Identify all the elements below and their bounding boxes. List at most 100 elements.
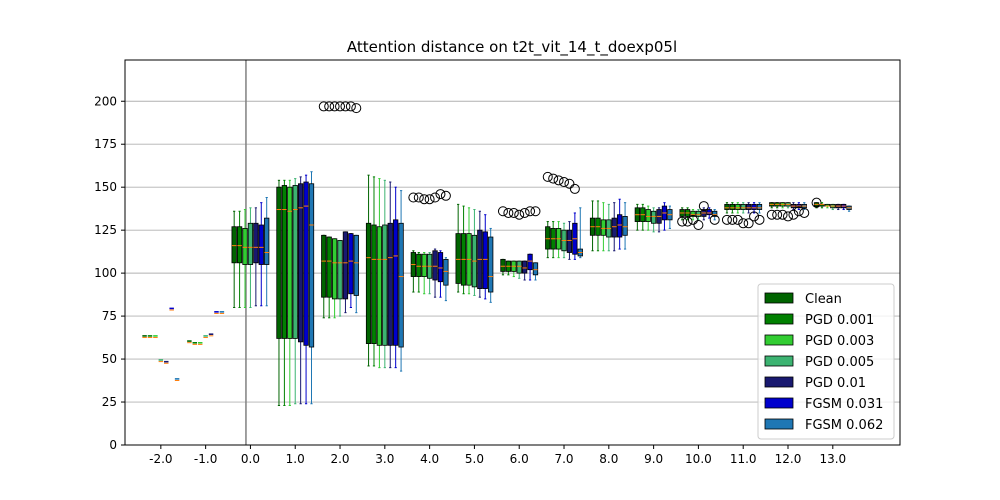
legend-swatch-1 <box>764 313 794 325</box>
box-layer-8-series-2 <box>600 219 607 236</box>
outlier-layer-10-series-3-0 <box>693 220 704 230</box>
layer-group--1 <box>187 311 225 345</box>
box-layer-11-series-5 <box>751 203 757 210</box>
box-layer-3-series-1 <box>371 224 377 344</box>
outlier-layer-11-series-3-0 <box>738 218 749 229</box>
box-layer-3-series-4 <box>387 222 393 346</box>
box-layer-8-series-4 <box>611 217 617 238</box>
outlier-layer-6-series-1-0 <box>503 207 514 218</box>
box-layer-4-series-6 <box>443 258 449 286</box>
outlier-layer-2-series-1-0 <box>324 101 335 112</box>
box-layer-5-series-0 <box>455 233 461 284</box>
y-tick-label-4: 100 <box>94 266 117 280</box>
legend-label-0: Clean <box>805 292 842 307</box>
layer-group-1 <box>276 171 315 406</box>
legend-label-5: FGSM 0.031 <box>805 397 883 412</box>
box-layer-1-series-3 <box>292 185 298 339</box>
x-tick-label-14: 12.0 <box>775 452 802 466</box>
layer-group-4 <box>408 189 451 302</box>
layer-group--2 <box>142 307 180 381</box>
outlier-layer-7-series-0-0 <box>542 171 553 182</box>
outlier-layer-12-series-6-0 <box>799 207 810 218</box>
layer-group-7 <box>542 171 583 260</box>
box-layer-8-series-5 <box>617 214 623 238</box>
layer-group-0 <box>231 197 270 308</box>
outlier-layer-4-series-1-0 <box>413 192 424 203</box>
layer-group-9 <box>634 202 673 233</box>
x-tick-label-13: 11.0 <box>730 452 757 466</box>
x-tick-label-9: 7.0 <box>554 452 573 466</box>
y-tick-label-6: 150 <box>94 180 117 194</box>
box-layer-11-series-6 <box>756 203 763 210</box>
outlier-layer-7-series-1-0 <box>548 173 559 184</box>
legend-swatch-4 <box>764 376 794 388</box>
outlier-layer-6-series-5-0 <box>525 206 536 217</box>
y-tick-label-3: 75 <box>102 309 117 323</box>
box-layer-3-series-2 <box>376 226 383 346</box>
layer-group-3 <box>365 174 404 372</box>
x-tick-label-15: 13.0 <box>819 452 846 466</box>
box-layer-2-series-5 <box>348 233 354 295</box>
y-tick-label-7: 175 <box>94 137 117 151</box>
box-layer-1-series-6 <box>308 183 315 348</box>
outlier-layer-11-series-4-0 <box>743 218 754 229</box>
box-layer-2-series-1 <box>326 236 332 298</box>
box-layer-0-series-3 <box>247 222 254 265</box>
y-tick-label-1: 25 <box>102 395 117 409</box>
outlier-layer-11-series-6-0 <box>754 214 765 225</box>
outlier-layer-6-series-4-0 <box>519 207 530 218</box>
plot-frame <box>124 59 901 446</box>
box-layer-0-series-6 <box>264 217 270 265</box>
x-tick-label-1: -1.0 <box>194 452 217 466</box>
outlier-layer-12-series-2-0 <box>777 209 788 220</box>
box-layer-7-series-4 <box>566 229 573 253</box>
box-layer-9-series-2 <box>645 209 651 222</box>
box-layer-5-series-5 <box>482 231 488 289</box>
outlier-layer-6-series-0-0 <box>497 206 508 217</box>
box-layer-3-series-3 <box>382 224 388 346</box>
legend-swatch-2 <box>764 334 794 346</box>
x-tick-label-11: 9.0 <box>644 452 663 466</box>
outlier-layer-2-series-3-0 <box>335 101 346 112</box>
box-layer-0-series-5 <box>258 224 264 265</box>
outlier-layer-4-series-6-0 <box>440 190 451 201</box>
outlier-layer-10-series-6-0 <box>709 214 720 225</box>
outlier-layer-12-series-0-0 <box>766 209 777 220</box>
legend-label-6: FGSM 0.062 <box>805 418 883 433</box>
box-layer-4-series-4 <box>432 250 438 281</box>
box-layer-6-series-0 <box>500 258 506 272</box>
outlier-layer-2-series-4-0 <box>340 101 351 112</box>
x-tick-label-5: 3.0 <box>375 452 394 466</box>
layer-group-13 <box>811 197 852 212</box>
y-axis-ticks: 0 25 50 75 100 125 150 175 200 <box>94 94 125 452</box>
y-tick-label-2: 50 <box>102 352 117 366</box>
x-tick-label-12: 10.0 <box>685 452 712 466</box>
box-layer-3-series-5 <box>393 219 399 346</box>
outlier-layer-2-series-5-0 <box>345 101 356 112</box>
legend-swatch-5 <box>764 397 794 409</box>
outlier-layer-11-series-0-0 <box>721 214 732 225</box>
legend-label-4: PGD 0.01 <box>805 376 866 391</box>
x-tick-label-0: -2.0 <box>149 452 172 466</box>
box-layer-5-series-6 <box>488 236 494 293</box>
box-layer-4-series-5 <box>437 252 444 283</box>
box-layer-6-series-5 <box>527 253 533 271</box>
layer-group-12 <box>766 202 810 222</box>
grid-lines <box>125 100 900 403</box>
x-tick-label-7: 5.0 <box>465 452 484 466</box>
box-layer-2-series-2 <box>331 238 338 300</box>
layer-group-5 <box>455 203 494 303</box>
box-layer-3-series-0 <box>365 222 372 344</box>
box-layer-6-series-6 <box>532 262 539 276</box>
outlier-layer-10-series-0-0 <box>677 216 688 227</box>
outlier-layer-12-series-4-0 <box>788 209 799 220</box>
box-layer-10-series-2 <box>690 210 696 217</box>
outlier-layer-7-series-3-0 <box>559 177 570 188</box>
box-layer-0-series-0 <box>231 226 237 264</box>
legend-swatch-6 <box>764 418 794 430</box>
box-layer-11-series-1 <box>729 203 736 210</box>
outlier-layer-10-series-1-0 <box>682 216 693 227</box>
layer-group-10 <box>677 201 720 230</box>
outlier-layer-4-series-2-0 <box>419 194 430 205</box>
